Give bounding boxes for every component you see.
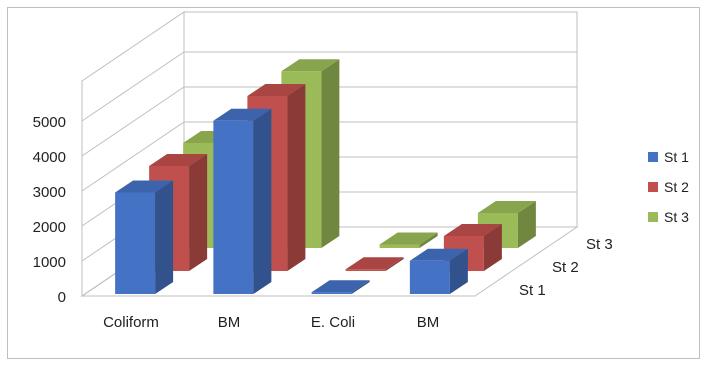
gridline xyxy=(81,51,577,122)
bar-side xyxy=(483,224,502,271)
bar-side xyxy=(321,59,340,248)
legend-item: St 2 xyxy=(648,179,689,195)
bar-top xyxy=(477,201,536,213)
bar-side xyxy=(253,108,272,294)
y-tick-label: 5000 xyxy=(33,114,66,131)
bar-side xyxy=(385,257,404,271)
y-tick-label: 2000 xyxy=(33,219,66,236)
bar-top xyxy=(281,59,340,72)
bar-side xyxy=(449,248,468,294)
bar-side xyxy=(419,232,438,248)
legend-label: St 3 xyxy=(664,209,689,225)
y-tick-label: 4000 xyxy=(33,149,66,166)
gridline xyxy=(81,86,577,157)
bar-side xyxy=(287,84,306,271)
bar-side xyxy=(351,280,370,294)
depth-tick-label: St 2 xyxy=(552,259,579,276)
bar-top xyxy=(149,154,208,166)
bar xyxy=(345,257,404,271)
bar-front xyxy=(311,292,352,294)
legend-swatch xyxy=(648,212,658,222)
legend-label: St 2 xyxy=(664,179,689,195)
y-axis-ticks: 0 1000 2000 3000 4000 5000 xyxy=(33,114,66,306)
bar-top xyxy=(443,224,502,236)
bar-front xyxy=(409,260,450,294)
y-tick-label: 0 xyxy=(58,289,66,306)
bar-front xyxy=(213,120,254,294)
bar-top xyxy=(115,180,174,193)
bar-side xyxy=(189,154,208,271)
bar xyxy=(213,108,272,294)
bar xyxy=(115,180,174,294)
x-tick-label: BM xyxy=(417,314,440,331)
bar-top xyxy=(345,257,404,270)
y-tick-label: 3000 xyxy=(33,184,66,201)
bar-front xyxy=(345,269,386,271)
bar-top xyxy=(311,280,370,293)
bar xyxy=(409,248,468,294)
x-tick-label: Coliform xyxy=(103,314,159,331)
bar-front xyxy=(115,192,156,294)
bar-top xyxy=(379,232,438,245)
bar-top xyxy=(247,84,306,96)
bar-side xyxy=(155,180,174,294)
x-axis-ticks: Coliform BM E. Coli BM xyxy=(103,314,439,331)
legend-swatch xyxy=(648,152,658,162)
depth-tick-label: St 1 xyxy=(519,282,546,299)
legend-item: St 1 xyxy=(648,149,689,165)
bar-top xyxy=(409,248,468,261)
bar-front xyxy=(379,244,420,248)
legend: St 1 St 2 St 3 xyxy=(648,149,689,225)
chart-frame xyxy=(7,7,700,359)
depth-axis-ticks: St 1 St 2 St 3 xyxy=(519,236,613,299)
legend-label: St 1 xyxy=(664,149,689,165)
y-tick-label: 1000 xyxy=(33,254,66,271)
bar xyxy=(311,280,370,294)
legend-item: St 3 xyxy=(648,209,689,225)
depth-tick-label: St 3 xyxy=(586,236,613,253)
bar xyxy=(379,232,438,248)
bars xyxy=(115,59,536,294)
bar-top xyxy=(213,108,272,121)
x-tick-label: E. Coli xyxy=(311,314,355,331)
legend-swatch xyxy=(648,182,658,192)
gridline xyxy=(81,121,577,192)
bar-side xyxy=(517,201,536,248)
x-tick-label: BM xyxy=(218,314,241,331)
